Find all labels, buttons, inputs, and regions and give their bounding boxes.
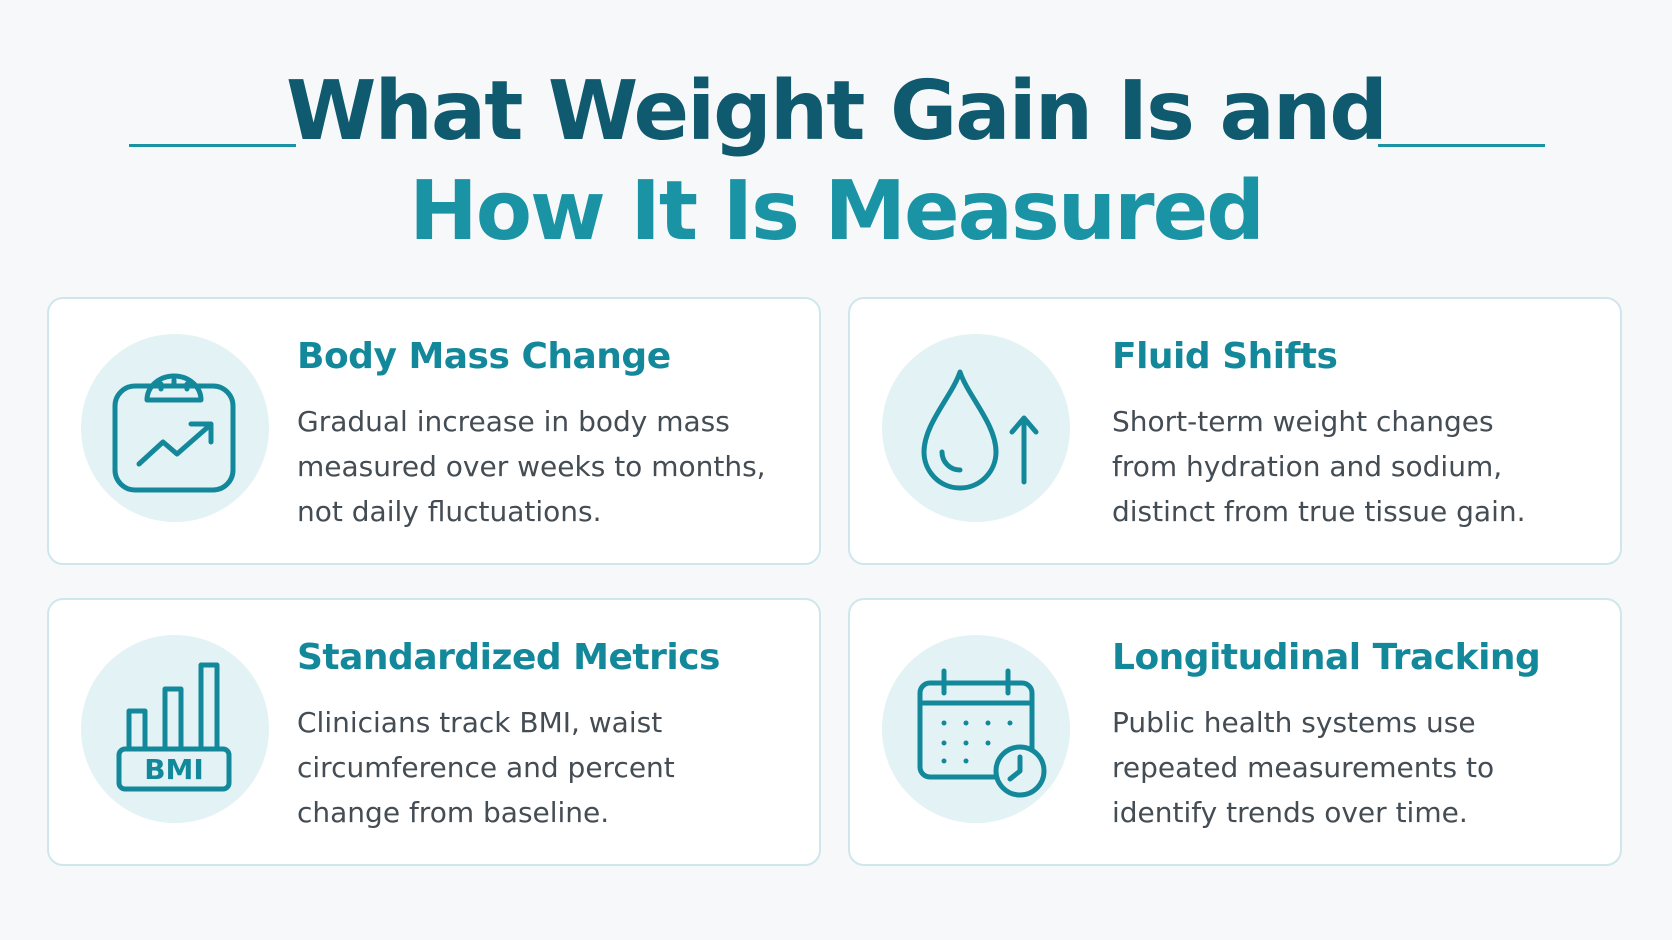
title-rule-left: [129, 144, 296, 147]
card-description-line: Short-term weight changes: [1112, 405, 1494, 438]
card-description-line: distinct from true tissue gain.: [1112, 495, 1526, 528]
card-description-line: circumference and percent: [297, 751, 675, 784]
card-title: Body Mass Change: [297, 336, 671, 377]
bmi-icon-text: BMI: [144, 753, 204, 786]
card-title: Standardized Metrics: [297, 637, 720, 678]
card-description: Gradual increase in body mass measured o…: [297, 399, 797, 534]
title-line-2: How It Is Measured: [409, 164, 1265, 259]
card-description-line: Clinicians track BMI, waist: [297, 706, 663, 739]
card-longitudinal-tracking: Longitudinal Tracking Public health syst…: [848, 598, 1622, 866]
bmi-bar-chart-icon: BMI: [81, 635, 269, 823]
card-standardized-metrics: BMI Standardized Metrics Clinicians trac…: [47, 598, 821, 866]
scale-trend-icon: [81, 334, 269, 522]
card-description-line: measured over weeks to months,: [297, 450, 766, 483]
card-description-line: Public health systems use: [1112, 706, 1476, 739]
card-description-line: identify trends over time.: [1112, 796, 1468, 829]
title-rule-right: [1378, 144, 1545, 147]
card-description-line: not daily fluctuations.: [297, 495, 602, 528]
card-description-line: Gradual increase in body mass: [297, 405, 730, 438]
water-drop-up-arrow-icon: [882, 334, 1070, 522]
title-line-1: What Weight Gain Is and: [286, 64, 1388, 159]
card-description: Short-term weight changes from hydration…: [1112, 399, 1602, 534]
card-body-mass-change: Body Mass Change Gradual increase in bod…: [47, 297, 821, 565]
card-description: Clinicians track BMI, waist circumferenc…: [297, 700, 797, 835]
card-title: Fluid Shifts: [1112, 336, 1338, 377]
card-description-line: repeated measurements to: [1112, 751, 1495, 784]
card-description-line: from hydration and sodium,: [1112, 450, 1503, 483]
page-title: What Weight Gain Is and How It Is Measur…: [0, 62, 1672, 262]
card-title: Longitudinal Tracking: [1112, 637, 1541, 678]
calendar-clock-icon: [882, 635, 1070, 823]
card-description-line: change from baseline.: [297, 796, 610, 829]
card-fluid-shifts: Fluid Shifts Short-term weight changes f…: [848, 297, 1622, 565]
card-description: Public health systems use repeated measu…: [1112, 700, 1602, 835]
